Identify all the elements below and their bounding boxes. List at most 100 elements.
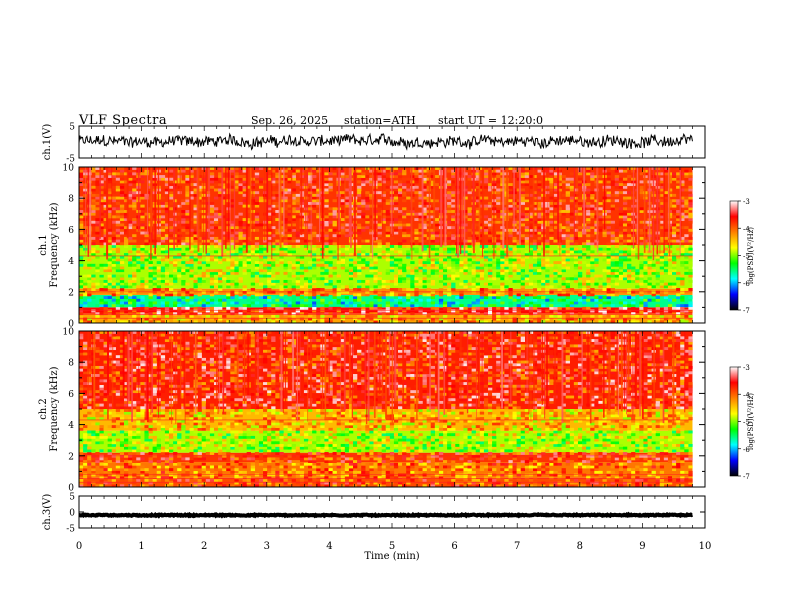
psd-cell	[443, 258, 448, 262]
psd-cell	[160, 215, 166, 219]
psd-cell	[451, 204, 456, 208]
psd-cell	[119, 196, 125, 200]
psd-cell	[164, 301, 170, 305]
psd-cell	[483, 312, 489, 316]
psd-cell	[99, 215, 104, 219]
psd-cell	[181, 218, 186, 221]
psd-cell	[144, 266, 149, 270]
psd-cell	[447, 220, 452, 224]
psd-cell	[422, 271, 427, 275]
psd-cell	[459, 204, 464, 208]
psd-cell	[308, 279, 313, 283]
psd-cell	[524, 293, 530, 297]
psd-cell	[622, 212, 628, 216]
psd-cell	[496, 204, 501, 208]
psd-cell	[483, 247, 489, 251]
psd-cell	[365, 285, 370, 289]
psd-cell	[561, 234, 566, 238]
psd-cell	[667, 255, 673, 259]
psd-cell	[181, 236, 186, 240]
psd-cell	[622, 191, 628, 195]
psd-cell	[115, 220, 121, 224]
psd-cell	[185, 293, 190, 297]
psd-cell	[275, 210, 280, 213]
psd-cell	[447, 201, 452, 205]
psd-cell	[598, 306, 603, 310]
psd-cell	[83, 317, 88, 321]
psd-cell	[218, 250, 223, 254]
psd-cell	[254, 293, 260, 297]
psd-cell	[655, 304, 660, 308]
psd-cell	[577, 285, 583, 289]
psd-cell	[238, 220, 243, 224]
psd-cell	[672, 220, 677, 224]
psd-cell	[655, 309, 660, 313]
psd-cell	[512, 255, 517, 259]
psd-cell	[263, 304, 268, 308]
psd-cell	[205, 218, 211, 221]
psd-cell	[622, 306, 628, 310]
psd-cell	[545, 258, 550, 262]
psd-cell	[528, 245, 534, 248]
psd-cell	[402, 234, 407, 238]
psd-cell	[467, 236, 472, 240]
psd-cell	[672, 177, 677, 181]
psd-cell	[659, 199, 665, 203]
psd-cell	[357, 228, 362, 232]
psd-cell	[655, 255, 660, 259]
psd-cell	[83, 207, 88, 211]
psd-cell	[582, 261, 587, 265]
psd-cell	[598, 215, 603, 219]
psd-cell	[622, 301, 628, 305]
psd-cell	[418, 231, 423, 235]
psd-cell	[381, 309, 386, 313]
psd-cell	[467, 191, 472, 195]
psd-cell	[197, 196, 202, 200]
psd-cell	[295, 196, 301, 200]
psd-cell	[111, 207, 117, 211]
psd-cell	[402, 245, 407, 248]
psd-cell	[688, 188, 693, 192]
psd-cell	[532, 304, 538, 308]
psd-cell	[680, 253, 685, 256]
psd-cell	[185, 306, 190, 310]
psd-cell	[119, 223, 125, 227]
psd-cell	[132, 247, 137, 251]
psd-cell	[340, 285, 346, 289]
psd-cell	[528, 250, 534, 254]
psd-cell	[447, 242, 452, 246]
psd-cell	[111, 185, 117, 189]
psd-cell	[438, 317, 444, 321]
psd-cell	[177, 306, 182, 310]
psd-cell	[91, 223, 96, 227]
psd-cell	[443, 320, 448, 324]
psd-cell	[541, 282, 546, 286]
psd-cell	[545, 285, 550, 289]
psd-cell	[659, 285, 665, 289]
psd-cell	[79, 239, 84, 243]
psd-cell	[463, 279, 468, 283]
psd-cell	[132, 271, 137, 275]
psd-cell	[475, 183, 481, 187]
psd-cell	[606, 199, 611, 203]
psd-cell	[398, 320, 403, 324]
psd-cell	[115, 296, 121, 299]
psd-cell	[193, 188, 198, 192]
psd-cell	[128, 193, 133, 197]
psd-cell	[111, 172, 117, 176]
psd-cell	[279, 250, 284, 254]
psd-cell	[610, 231, 615, 235]
psd-cell	[348, 285, 354, 289]
psd-cell	[79, 245, 84, 248]
psd-cell	[528, 185, 534, 189]
psd-cell	[402, 169, 407, 173]
psd-cell	[418, 226, 423, 230]
psd-cell	[418, 269, 423, 273]
psd-cell	[128, 274, 133, 278]
psd-cell	[222, 309, 227, 313]
psd-cell	[410, 212, 415, 216]
psd-cell	[324, 279, 329, 283]
psd-cell	[267, 304, 272, 308]
psd-cell	[373, 269, 378, 273]
